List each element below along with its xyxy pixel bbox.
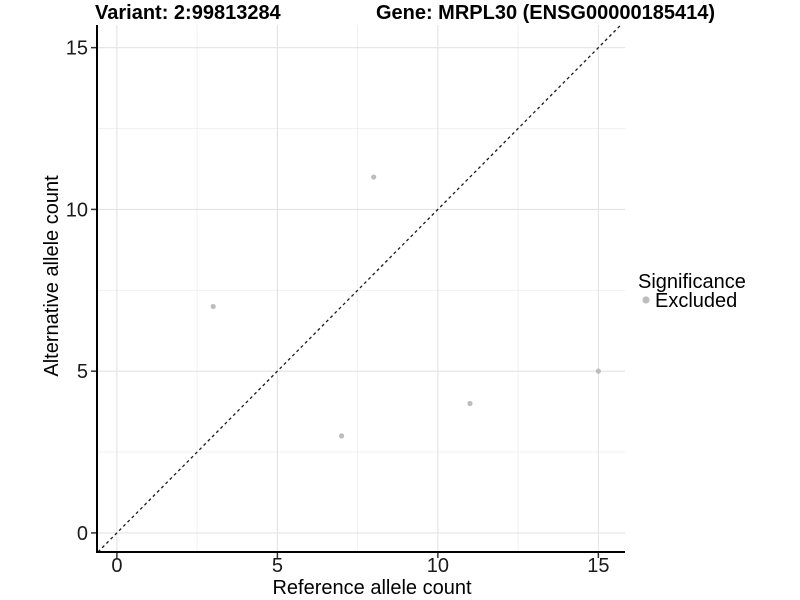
legend: Significance Excluded (638, 271, 746, 312)
x-tick-label: 15 (587, 555, 609, 577)
y-tick-label: 5 (77, 361, 88, 383)
data-point-excluded (467, 400, 473, 407)
data-point-excluded (595, 368, 601, 374)
gene-title: Gene: MRPL30 (ENSG00000185414) (376, 2, 715, 24)
legend-item-label: Excluded (655, 290, 737, 312)
y-tick-label: 0 (77, 523, 88, 545)
x-tick-label: 10 (427, 555, 449, 577)
data-point-excluded (210, 303, 216, 310)
identity-line (97, 24, 622, 553)
data-point-excluded (338, 433, 345, 439)
variant-title: Variant: 2:99813284 (95, 2, 282, 24)
y-tick-label: 10 (66, 199, 88, 221)
plot-panel: 0 5 10 15 0 5 10 15 (66, 24, 625, 577)
data-point-excluded (371, 174, 377, 180)
y-axis-title: Alternative allele count (41, 175, 63, 377)
x-tick-label: 0 (111, 555, 122, 577)
y-tick-label: 15 (66, 38, 88, 60)
x-axis-title: Reference allele count (272, 577, 471, 599)
legend-point-icon (642, 296, 650, 304)
legend-title: Significance (638, 271, 746, 293)
x-tick-label: 5 (272, 555, 283, 577)
